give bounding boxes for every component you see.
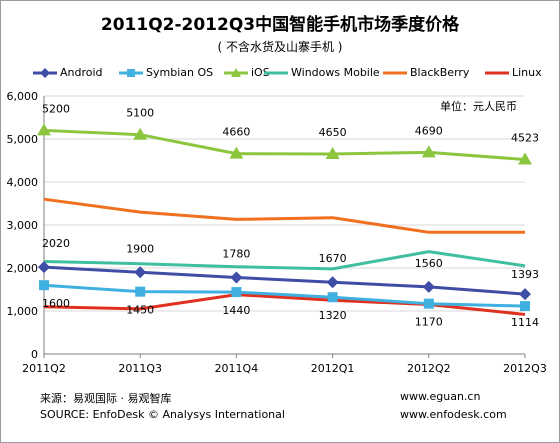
data-label-android: 1393 (511, 268, 539, 281)
data-label-symbian-os: 1320 (319, 309, 347, 322)
marker-symbian-os (520, 301, 530, 312)
marker-android (134, 266, 147, 279)
data-label-ios: 4690 (415, 124, 443, 137)
data-label-android: 1900 (126, 242, 154, 255)
series-line-linux (43, 293, 526, 316)
legend-swatch (485, 71, 509, 74)
marker-symbian-os (135, 286, 146, 297)
legend-label: Android (60, 66, 103, 79)
footer: 来源：易观国际 · 易观智库 SOURCE: EnfoDesk © Analys… (0, 388, 560, 438)
marker-symbian-os (231, 287, 242, 298)
marker-ios (133, 127, 148, 140)
legend-label: Windows Mobile (291, 66, 380, 79)
series-line-ios (43, 128, 526, 162)
y-tick-label: 6,000 (7, 90, 39, 103)
marker-ios (229, 146, 244, 159)
legend-label: Symbian OS (146, 66, 214, 79)
y-tick-label: 0 (31, 348, 38, 361)
marker-android (38, 261, 50, 274)
y-tick-label: 3,000 (7, 219, 39, 232)
x-tick-label: 2011Q4 (215, 362, 259, 375)
data-label-ios: 4660 (222, 126, 250, 139)
legend-label: BlackBerry (410, 66, 470, 79)
marker-ios (518, 152, 532, 165)
data-label-android: 2020 (42, 237, 70, 250)
data-label-symbian-os: 1170 (415, 316, 443, 329)
chart-subtitle: ( 不含水货及山寨手机 ) (217, 40, 343, 54)
marker-ios (325, 147, 340, 160)
source-en: SOURCE: EnfoDesk © Analysys Internationa… (40, 408, 285, 421)
legend-item: Android (33, 66, 103, 79)
y-tick-label: 2,000 (7, 262, 39, 275)
data-label-symbian-os: 1440 (222, 304, 250, 317)
legend-item: BlackBerry (383, 66, 469, 79)
legend-swatch (119, 68, 143, 77)
y-tick-label: 1,000 (7, 305, 39, 318)
series-line-android (43, 265, 526, 296)
series-line-blackberry (43, 197, 525, 234)
data-label-android: 1670 (319, 252, 347, 265)
marker-symbian-os (327, 292, 338, 303)
y-tick-label: 4,000 (7, 176, 39, 189)
legend: Android Symbian OS iOS Windows Mobile BlackB… (33, 66, 553, 82)
x-tick-label: 2012Q3 (503, 362, 547, 375)
legend-item: Linux (485, 66, 542, 79)
marker-android (519, 288, 531, 301)
marker-android (326, 276, 339, 289)
marker-symbian-os (423, 298, 434, 309)
series-line-symbian-os (43, 283, 526, 308)
legend-label: Linux (512, 66, 542, 79)
marker-symbian-os (39, 280, 49, 291)
unit-note: 单位：元人民币 (440, 99, 517, 113)
x-tick-label: 2011Q2 (22, 362, 66, 375)
x-tick-label: 2012Q2 (407, 362, 451, 375)
legend-label: iOS (251, 66, 270, 79)
data-label-ios: 4523 (511, 132, 539, 145)
legend-item: iOS (224, 66, 270, 79)
legend-item: Windows Mobile (264, 66, 380, 79)
marker-android (422, 280, 435, 293)
url-enfodesk: www.enfodesk.com (400, 408, 507, 421)
data-label-ios: 4650 (319, 126, 347, 139)
chart-title: 2011Q2-2012Q3中国智能手机市场季度价格 (100, 15, 460, 35)
legend-swatch (33, 67, 57, 78)
data-label-ios: 5100 (126, 107, 154, 120)
legend-item: Symbian OS (119, 66, 213, 79)
legend-swatch (264, 71, 288, 74)
data-label-ios: 5200 (42, 102, 70, 115)
marker-android (230, 271, 243, 284)
marker-ios (37, 123, 51, 136)
data-label-symbian-os: 1450 (126, 304, 154, 317)
series-line-windows-mobile (43, 250, 526, 271)
x-tick-label: 2011Q3 (118, 362, 162, 375)
legend-swatch (224, 67, 248, 77)
y-tick-label: 5,000 (7, 133, 39, 146)
source-cn: 来源：易观国际 · 易观智库 (40, 392, 172, 405)
url-eguan: www.eguan.cn (400, 390, 481, 403)
legend-swatch (383, 71, 407, 74)
data-label-android: 1560 (415, 257, 443, 270)
data-label-android: 1780 (222, 247, 250, 260)
marker-ios (421, 145, 436, 158)
x-tick-label: 2012Q1 (311, 362, 355, 375)
data-label-symbian-os: 1600 (42, 297, 70, 310)
data-label-symbian-os: 1114 (511, 316, 539, 329)
